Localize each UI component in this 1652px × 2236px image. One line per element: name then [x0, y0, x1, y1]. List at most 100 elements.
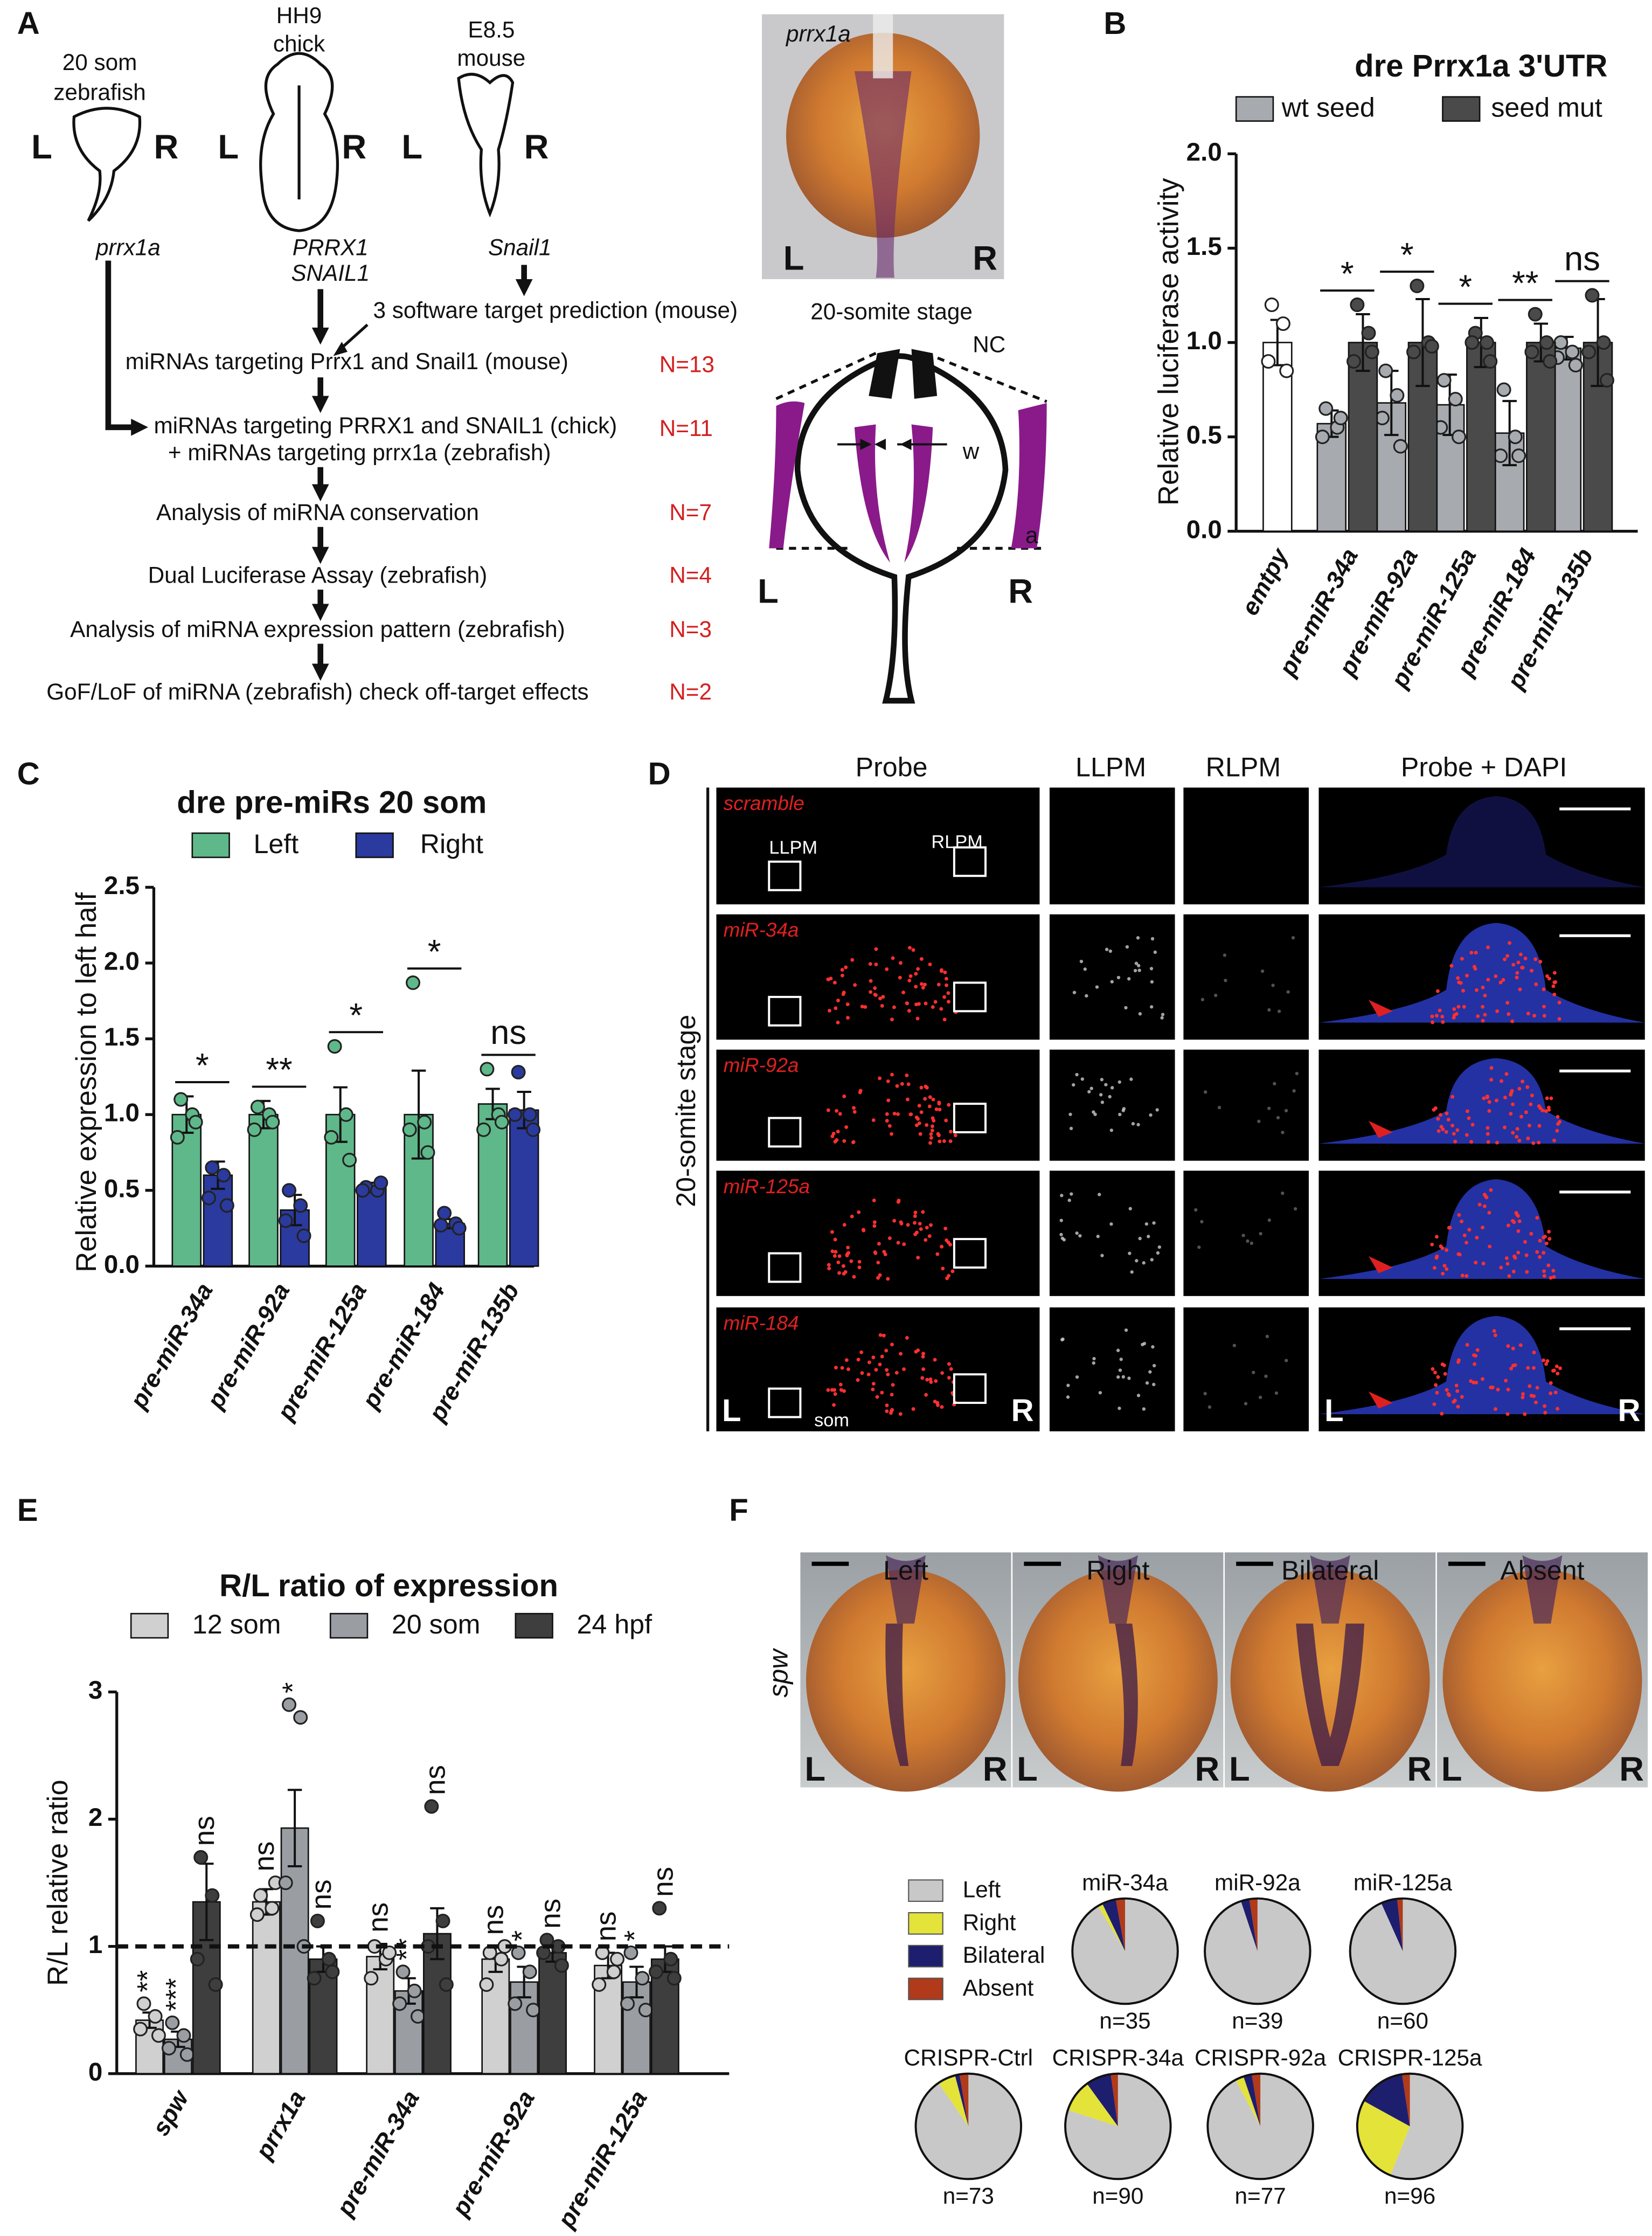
- pie-slice: [1065, 2073, 1171, 2179]
- probe-signal: [1152, 1221, 1156, 1225]
- probe-signal: [1521, 1392, 1525, 1396]
- probe-signal: [1464, 1133, 1469, 1137]
- probe-signal: [878, 996, 882, 1001]
- probe-signal: [1447, 1393, 1451, 1397]
- legend-swatch: [908, 1977, 943, 2000]
- probe-signal: [1495, 1098, 1498, 1103]
- probe-signal: [866, 1372, 871, 1376]
- data-point: [452, 1221, 467, 1236]
- probe-signal: [1531, 1141, 1536, 1145]
- probe-signal: [1549, 1276, 1553, 1280]
- probe-signal: [1241, 1234, 1245, 1237]
- data-point: [173, 1092, 189, 1107]
- probe-signal: [1483, 993, 1487, 998]
- probe-signal: [937, 1100, 941, 1105]
- probe-signal: [898, 1412, 903, 1416]
- probe-signal: [892, 1111, 897, 1116]
- probe-signal: [1518, 987, 1522, 992]
- probe-signal: [913, 1221, 917, 1225]
- probe-signal: [1124, 1006, 1128, 1010]
- probe-signal: [1224, 979, 1227, 982]
- probe-signal: [1450, 1095, 1455, 1099]
- data-point: [364, 1971, 379, 1986]
- data-point: [1410, 279, 1425, 293]
- left: L: [218, 128, 239, 166]
- probe-signal: [1127, 1376, 1131, 1380]
- probe-signal: [1556, 1407, 1559, 1411]
- probe-signal: [1542, 987, 1546, 992]
- significance: *: [1459, 268, 1472, 306]
- data-point: [437, 1206, 452, 1221]
- panel-label: F: [729, 1493, 748, 1528]
- probe-signal: [1472, 1353, 1476, 1358]
- left: L: [783, 239, 804, 277]
- probe-signal: [1538, 1255, 1542, 1259]
- probe-signal: [927, 1104, 932, 1109]
- data-point: [216, 1168, 231, 1183]
- probe-signal: [1293, 1207, 1297, 1211]
- probe-signal: [1124, 1328, 1128, 1332]
- probe-signal: [911, 1407, 915, 1411]
- probe-signal: [875, 1395, 879, 1399]
- probe-signal: [1457, 1213, 1461, 1217]
- data-point: [282, 1697, 297, 1712]
- data-point: [1452, 430, 1467, 445]
- photo-label: Right: [1086, 1555, 1149, 1586]
- probe-signal: [1454, 1383, 1459, 1388]
- gene: Snail1: [488, 235, 552, 260]
- probe-signal: [924, 1084, 928, 1089]
- legend-swatch: [908, 1944, 943, 1968]
- data-point: [610, 1951, 625, 1967]
- probe-signal: [1274, 1391, 1279, 1395]
- data-point: [188, 1114, 203, 1130]
- probe-signal: [1060, 1194, 1064, 1197]
- significance: ns: [306, 1879, 337, 1909]
- probe-signal: [1455, 1389, 1460, 1393]
- data-point: [161, 2041, 176, 2055]
- probe-signal: [1521, 1395, 1525, 1400]
- probe-signal: [1246, 1239, 1250, 1243]
- significance: ns: [490, 1014, 526, 1051]
- probe-signal: [1142, 1261, 1146, 1265]
- probe-signal: [1486, 945, 1490, 950]
- probe-signal: [878, 1273, 882, 1277]
- probe-signal: [846, 1367, 850, 1372]
- probe-signal: [837, 1254, 842, 1258]
- probe-signal: [942, 1017, 947, 1022]
- probe-signal: [1494, 974, 1498, 978]
- column-header: RLPM: [1206, 752, 1281, 782]
- probe-signal: [890, 1342, 894, 1347]
- probe-signal: [1134, 961, 1139, 965]
- y-tick-label: 0.0: [104, 1250, 140, 1279]
- data-point: [439, 1977, 454, 1992]
- probe-signal: [929, 1132, 933, 1136]
- y-axis-label: R/L relative ratio: [42, 1780, 74, 1986]
- probe-signal: [1069, 1126, 1073, 1131]
- roi-box: [953, 1373, 987, 1404]
- probe-signal: [1456, 1404, 1460, 1409]
- probe-signal: [885, 967, 889, 971]
- error-bar: [287, 1789, 302, 1867]
- probe-signal: [925, 1226, 929, 1230]
- probe-signal: [1291, 936, 1295, 940]
- probe-signal: [845, 1252, 849, 1256]
- probe-signal: [850, 1214, 854, 1219]
- data-point: [1346, 354, 1362, 369]
- probe-signal: [1125, 945, 1129, 949]
- dapi-stain: [1318, 1058, 1645, 1144]
- probe-signal: [873, 1250, 877, 1255]
- probe-signal: [913, 1232, 918, 1236]
- probe-signal: [836, 1020, 840, 1024]
- probe-signal: [937, 1133, 941, 1138]
- probe-signal: [827, 1266, 831, 1271]
- probe-signal: [940, 1405, 944, 1409]
- probe-signal: [916, 967, 920, 971]
- probe-signal: [1449, 964, 1454, 968]
- box-label: LLPM: [769, 837, 817, 858]
- probe-signal: [936, 1403, 940, 1407]
- probe-signal: [1519, 1114, 1523, 1119]
- left: L: [722, 1393, 741, 1428]
- probe-signal: [896, 1200, 900, 1204]
- data-point: [208, 1977, 223, 1992]
